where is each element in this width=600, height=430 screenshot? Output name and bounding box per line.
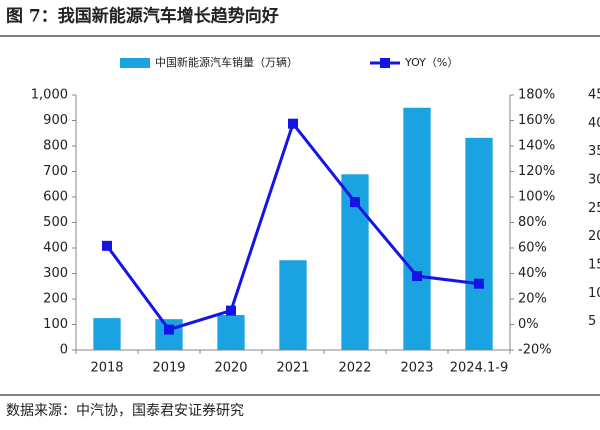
legend-label: YOY（%）	[404, 56, 458, 69]
y3-tick-label: 35	[588, 144, 600, 159]
y-tick-label: 0	[60, 343, 68, 358]
x-tick-label: 2024.1-9	[450, 361, 508, 376]
y3-tick-label: 40	[588, 116, 600, 131]
y-tick-label: 200	[43, 292, 68, 307]
bar	[217, 315, 245, 350]
bar	[403, 107, 431, 350]
y3-tick-label: 25	[588, 201, 600, 216]
y2-tick-label: 80%	[518, 215, 547, 230]
y-tick-label: 300	[43, 266, 68, 281]
x-tick-label: 2021	[276, 361, 309, 376]
y-tick-label: 1,000	[31, 88, 68, 103]
x-tick-label: 2023	[400, 361, 433, 376]
y2-tick-label: 40%	[518, 266, 547, 281]
y2-tick-label: 100%	[518, 190, 555, 205]
y-tick-label: 600	[43, 190, 68, 205]
marker	[288, 118, 298, 129]
y2-tick-label: 180%	[518, 88, 555, 103]
x-tick-label: 2018	[90, 361, 123, 376]
y-tick-label: 700	[43, 164, 68, 179]
y3-tick-label: 45	[588, 88, 600, 103]
y3-tick-label: 20	[588, 229, 600, 244]
marker	[226, 305, 236, 316]
marker	[164, 324, 174, 335]
bar	[279, 260, 307, 350]
y-tick-label: 400	[43, 241, 68, 256]
legend-swatch	[380, 58, 390, 68]
y-tick-label: 100	[43, 317, 68, 332]
x-tick-label: 2022	[338, 361, 371, 376]
y2-tick-label: 120%	[518, 164, 555, 179]
y2-tick-label: 140%	[518, 139, 555, 154]
y-tick-label: 500	[43, 215, 68, 230]
bar	[465, 137, 493, 350]
y3-tick-label: 15	[588, 258, 600, 273]
y2-tick-label: -20%	[518, 343, 552, 358]
y3-tick-label: 30	[588, 173, 600, 188]
x-tick-label: 2020	[214, 361, 247, 376]
y2-tick-label: 20%	[518, 292, 547, 307]
legend-swatch	[120, 58, 150, 68]
x-tick-label: 2019	[152, 361, 185, 376]
y2-tick-label: 0%	[518, 317, 539, 332]
marker	[102, 240, 112, 251]
marker	[412, 271, 422, 282]
bar	[93, 318, 121, 350]
y2-tick-label: 160%	[518, 113, 555, 128]
y-tick-label: 800	[43, 139, 68, 154]
chart-title: 图 7：我国新能源汽车增长趋势向好	[6, 6, 279, 27]
y3-tick-label: 10	[588, 286, 600, 301]
marker	[350, 197, 360, 208]
marker	[474, 278, 484, 289]
legend-label: 中国新能源汽车销量（万辆）	[155, 55, 298, 69]
y-tick-label: 900	[43, 113, 68, 128]
y2-tick-label: 60%	[518, 241, 547, 256]
y3-tick-label: 5	[588, 314, 596, 329]
source: 数据来源：中汽协，国泰君安证券研究	[6, 403, 244, 419]
